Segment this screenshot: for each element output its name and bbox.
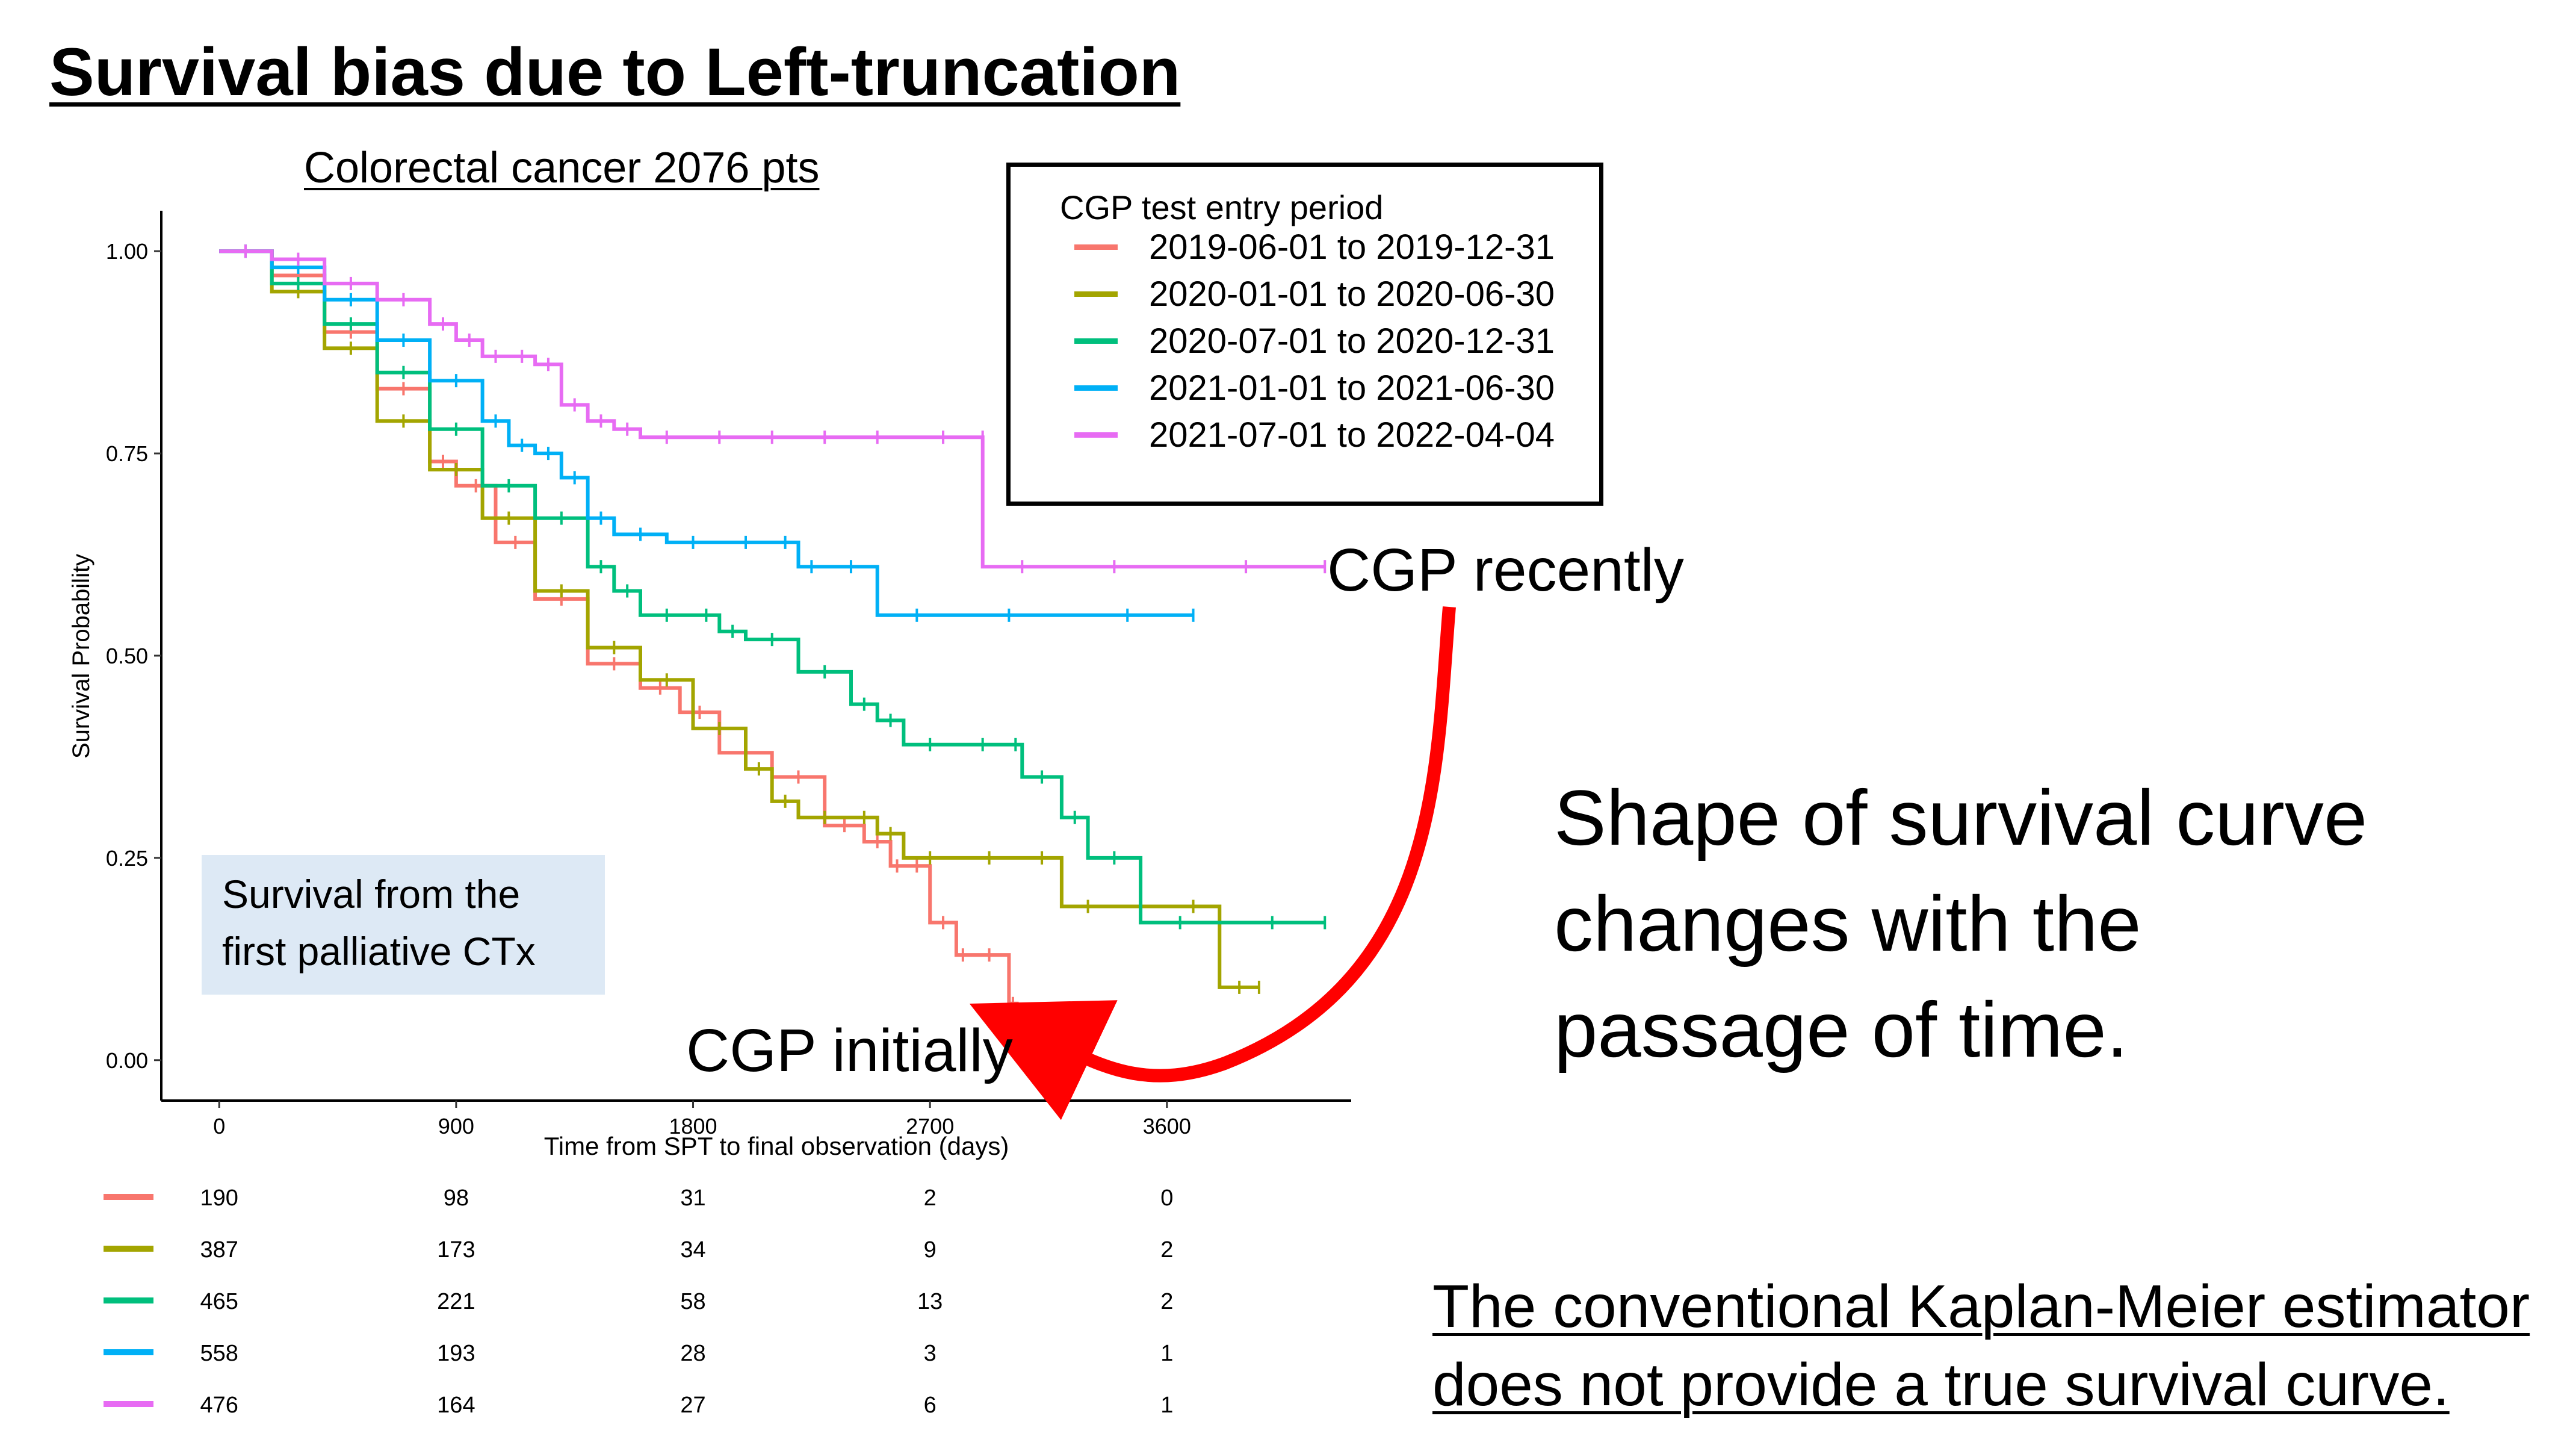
y-tick-label: 0.25 (106, 846, 148, 871)
legend-item: 2020-01-01 to 2020-06-30 (1074, 270, 1555, 317)
risk-table-cell: 1 (1160, 1393, 1173, 1418)
legend-swatch (1074, 338, 1118, 344)
x-axis-title: Time from SPT to final observation (days… (544, 1132, 1009, 1160)
risk-table-cell: 31 (680, 1185, 705, 1211)
legend-swatch (1074, 432, 1118, 438)
risk-table-cell: 28 (680, 1341, 705, 1366)
risk-table-cell: 2 (1160, 1289, 1173, 1314)
legend-item: 2020-07-01 to 2020-12-31 (1074, 317, 1555, 364)
x-tick-label: 0 (213, 1114, 225, 1139)
legend-label: 2021-01-01 to 2021-06-30 (1149, 368, 1555, 408)
annotation-initial: CGP initially (686, 1017, 1013, 1084)
legend-swatch (1074, 244, 1118, 250)
legend-swatch (1074, 291, 1118, 297)
chart-subtitle: Colorectal cancer 2076 pts (304, 144, 820, 192)
risk-table-cell: 387 (200, 1237, 238, 1263)
legend-title: CGP test entry period (1060, 188, 1384, 226)
risk-table-cell: 558 (200, 1341, 238, 1366)
legend: CGP test entry period 2019-06-01 to 2019… (1006, 163, 1603, 506)
risk-table-cell: 98 (444, 1185, 469, 1211)
risk-table-cell: 1 (1160, 1341, 1173, 1366)
risk-table-cell: 9 (924, 1237, 937, 1263)
legend-item: 2021-01-01 to 2021-06-30 (1074, 364, 1555, 411)
legend-swatch (1074, 385, 1118, 391)
risk-table-cell: 34 (680, 1237, 705, 1263)
legend-label: 2020-01-01 to 2020-06-30 (1149, 274, 1555, 314)
risk-table-cell: 190 (200, 1185, 238, 1211)
legend-label: 2019-06-01 to 2019-12-31 (1149, 227, 1555, 267)
km-curve-2 (219, 249, 1259, 989)
note-line: first palliative CTx (222, 929, 536, 974)
km-curve-1 (219, 249, 1019, 1020)
note-box: Survival from the first palliative CTx (202, 855, 605, 995)
risk-table-cell: 13 (917, 1289, 943, 1314)
note-line: Survival from the (222, 872, 521, 916)
x-tick-label: 3600 (1143, 1114, 1191, 1139)
annotation-recent: CGP recently (1327, 536, 1684, 604)
km-curve-4 (219, 249, 1194, 617)
x-tick-label: 2700 (906, 1114, 954, 1139)
risk-table-cell: 2 (1160, 1237, 1173, 1263)
risk-table-cell: 465 (200, 1289, 238, 1314)
risk-table-cell: 2 (924, 1185, 937, 1211)
slide-title: Survival bias due to Left-truncation (49, 34, 1181, 110)
legend-label: 2021-07-01 to 2022-04-04 (1149, 415, 1555, 455)
risk-table-cell: 476 (200, 1393, 238, 1418)
risk-table-cell: 193 (437, 1341, 475, 1366)
conclusion-text: The conventional Kaplan-Meier estimator … (1432, 1267, 2530, 1424)
y-tick-label: 0.00 (106, 1048, 148, 1073)
risk-table-cell: 0 (1160, 1185, 1173, 1211)
risk-table-cell: 173 (437, 1237, 475, 1263)
conclusion-line: does not provide a true survival curve. (1432, 1351, 2450, 1418)
risk-table-cell: 58 (680, 1289, 705, 1314)
conclusion-line: The conventional Kaplan-Meier estimator (1432, 1273, 2530, 1340)
legend-label: 2020-07-01 to 2020-12-31 (1149, 321, 1555, 361)
statement-text: Shape of survival curve changes with the… (1554, 765, 2367, 1083)
statement-line: Shape of survival curve (1554, 774, 2368, 862)
risk-table-cell: 27 (680, 1393, 705, 1418)
red-arrow (969, 606, 1456, 1120)
risk-table-cell: 164 (437, 1393, 475, 1418)
legend-item: 2021-07-01 to 2022-04-04 (1074, 411, 1555, 458)
statement-line: changes with the (1554, 880, 2141, 968)
y-tick-label: 1.00 (106, 239, 148, 264)
statement-line: passage of time. (1554, 986, 2128, 1073)
legend-item: 2019-06-01 to 2019-12-31 (1074, 223, 1555, 270)
risk-table-cell: 6 (924, 1393, 937, 1418)
y-tick-label: 0.75 (106, 441, 148, 466)
y-tick-label: 0.50 (106, 644, 148, 668)
risk-table-cell: 221 (437, 1289, 475, 1314)
risk-table-cell: 3 (924, 1341, 937, 1366)
y-axis-title: Survival Probability (68, 554, 94, 759)
x-tick-label: 900 (438, 1114, 474, 1139)
x-tick-label: 1800 (669, 1114, 717, 1139)
